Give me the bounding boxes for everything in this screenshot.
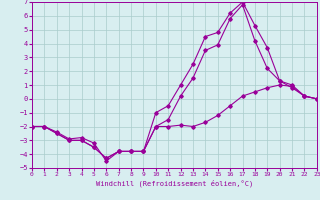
X-axis label: Windchill (Refroidissement éolien,°C): Windchill (Refroidissement éolien,°C) xyxy=(96,180,253,187)
